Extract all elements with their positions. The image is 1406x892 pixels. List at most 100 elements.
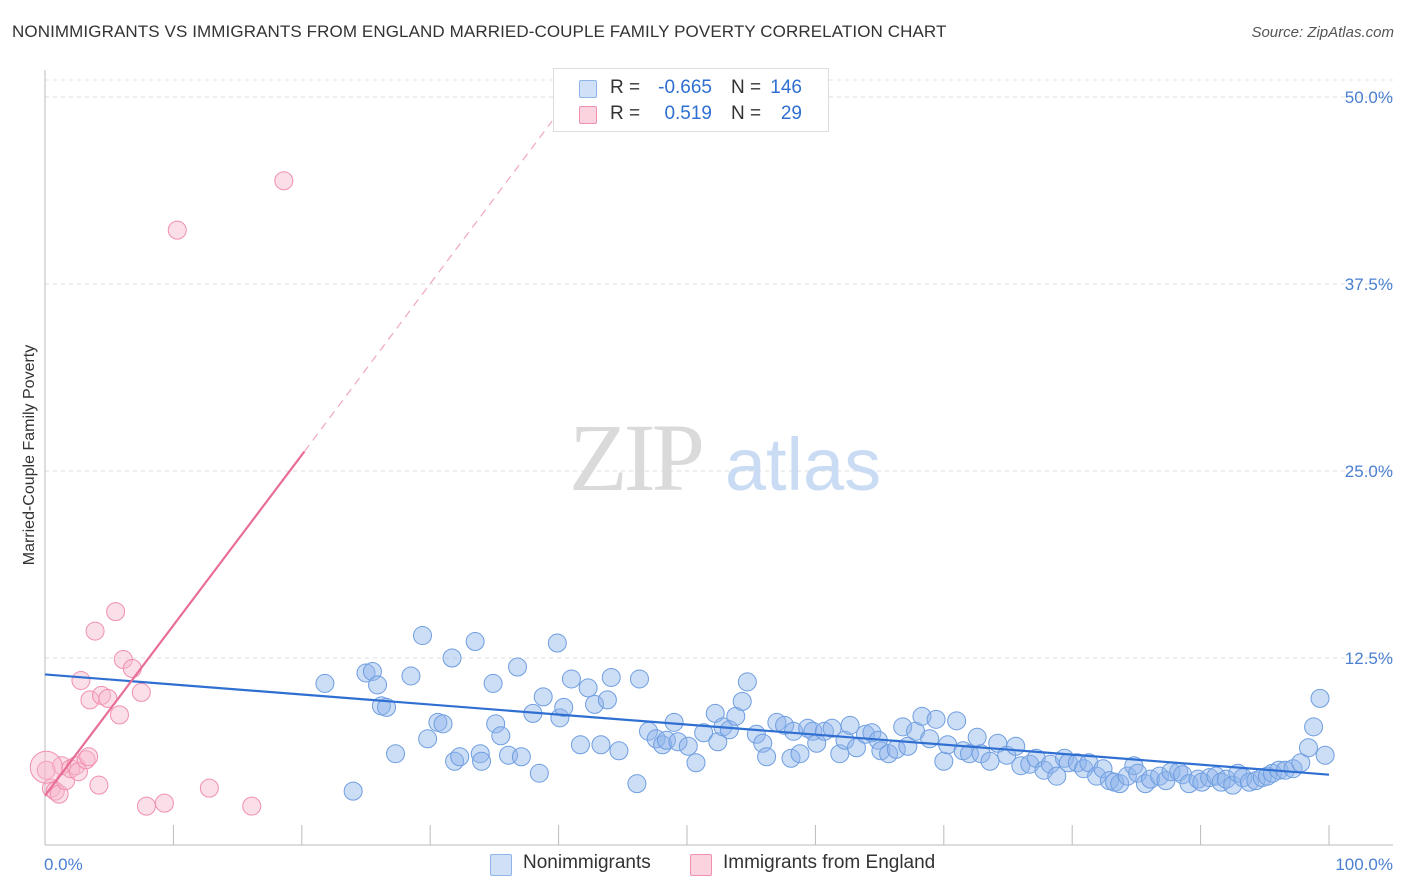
point-immigrants-england <box>106 602 126 622</box>
x-tick-label-max: 100.0% <box>1335 855 1393 874</box>
point-nonimmigrants <box>609 741 629 761</box>
point-nonimmigrants <box>1128 763 1148 783</box>
point-nonimmigrants <box>694 723 714 743</box>
y-tick-label: 12.5% <box>1345 649 1393 668</box>
legend-row-nonimmigrants: R = -0.665 N = 146 <box>554 76 828 102</box>
chart-title: NONIMMIGRANTS VS IMMIGRANTS FROM ENGLAND… <box>12 22 947 41</box>
point-immigrants-england <box>274 171 294 191</box>
point-nonimmigrants <box>1047 766 1067 786</box>
point-nonimmigrants <box>926 709 946 729</box>
y-tick-label: 25.0% <box>1345 462 1393 481</box>
point-immigrants-england <box>71 670 91 690</box>
point-immigrants-england <box>167 220 187 240</box>
point-nonimmigrants <box>554 697 574 717</box>
point-nonimmigrants <box>570 735 590 755</box>
point-nonimmigrants <box>356 663 376 683</box>
point-nonimmigrants <box>585 694 605 714</box>
point-nonimmigrants <box>578 678 598 698</box>
point-nonimmigrants <box>678 736 698 756</box>
point-nonimmigrants <box>790 744 810 764</box>
watermark-atlas: atlas <box>725 423 881 506</box>
point-nonimmigrants <box>629 669 649 689</box>
point-nonimmigrants <box>465 632 485 652</box>
point-immigrants-england <box>79 747 99 767</box>
legend-swatch-nonimmigrants <box>490 854 512 876</box>
point-nonimmigrants <box>1257 766 1277 786</box>
tick-labels: 12.5% 25.0% 37.5% 50.0% 0.0% 100.0% <box>44 88 1393 874</box>
point-nonimmigrants <box>547 633 567 653</box>
legend-n-label: N = <box>731 77 762 98</box>
point-immigrants-england <box>89 775 109 795</box>
point-nonimmigrants <box>1239 772 1259 792</box>
point-nonimmigrants <box>1223 775 1243 795</box>
trend-line-immigrants-england <box>44 450 306 797</box>
axes <box>44 70 1393 846</box>
legend-n-value: 29 <box>780 103 802 124</box>
point-nonimmigrants <box>418 729 438 749</box>
point-nonimmigrants <box>1304 717 1324 737</box>
point-nonimmigrants <box>450 747 470 767</box>
legend-label-immigrants-england: Immigrants from England <box>723 852 936 873</box>
point-nonimmigrants <box>597 690 617 710</box>
point-nonimmigrants <box>737 672 757 692</box>
point-nonimmigrants <box>483 673 503 693</box>
point-immigrants-england <box>109 705 129 725</box>
point-nonimmigrants <box>433 714 453 734</box>
point-nonimmigrants <box>1315 745 1335 765</box>
point-nonimmigrants <box>1211 772 1231 792</box>
y-tick-label: 50.0% <box>1345 88 1393 107</box>
point-nonimmigrants <box>511 747 531 767</box>
point-nonimmigrants <box>1087 766 1107 786</box>
legend-swatch-nonimmigrants <box>579 80 597 98</box>
point-nonimmigrants <box>1026 748 1046 768</box>
legend-swatch-immigrants-england <box>579 106 597 124</box>
point-nonimmigrants <box>508 657 528 677</box>
legend-n-value: 146 <box>770 77 802 98</box>
series-legend: Nonimmigrants Immigrants from England <box>0 852 1406 878</box>
point-nonimmigrants <box>912 706 932 726</box>
point-nonimmigrants <box>315 673 335 693</box>
point-nonimmigrants <box>412 626 432 646</box>
point-nonimmigrants <box>442 648 462 668</box>
point-nonimmigrants <box>862 723 882 743</box>
point-nonimmigrants <box>1110 774 1130 794</box>
point-nonimmigrants <box>533 687 553 707</box>
source-credit: Source: ZipAtlas.com <box>1251 24 1394 41</box>
point-immigrants-england <box>61 759 81 779</box>
legend-row-immigrants-england: R = 0.519 N = 29 <box>554 102 828 128</box>
point-nonimmigrants <box>601 667 621 687</box>
point-nonimmigrants <box>757 747 777 767</box>
point-nonimmigrants <box>368 675 388 695</box>
point-nonimmigrants <box>377 697 397 717</box>
point-immigrants-england <box>68 762 88 782</box>
point-nonimmigrants <box>1006 736 1026 756</box>
legend-swatch-immigrants-england <box>690 854 712 876</box>
point-nonimmigrants <box>893 717 913 737</box>
point-immigrants-england-large <box>29 750 63 784</box>
point-nonimmigrants <box>472 751 492 771</box>
trend-lines <box>44 120 1330 797</box>
point-nonimmigrants <box>529 763 549 783</box>
point-immigrants-england <box>154 793 174 813</box>
point-immigrants-england <box>36 760 56 780</box>
point-immigrants-england <box>136 796 156 816</box>
point-nonimmigrants <box>401 666 421 686</box>
legend-r-label: R = <box>610 103 641 124</box>
point-nonimmigrants <box>959 744 979 764</box>
point-nonimmigrants <box>668 732 688 752</box>
point-immigrants-england <box>199 778 219 798</box>
points-immigrants-from-england <box>29 171 294 816</box>
trend-line-nonimmigrants <box>44 673 1330 776</box>
point-nonimmigrants <box>871 741 891 761</box>
point-nonimmigrants <box>1310 688 1330 708</box>
points-nonimmigrants <box>315 626 1335 801</box>
legend-n-label: N = <box>731 103 762 124</box>
legend-r-value: 0.519 <box>664 103 712 124</box>
point-nonimmigrants <box>486 714 506 734</box>
point-nonimmigrants <box>840 715 860 735</box>
point-nonimmigrants <box>1200 768 1220 788</box>
point-nonimmigrants <box>781 748 801 768</box>
point-nonimmigrants <box>386 744 406 764</box>
point-nonimmigrants <box>934 751 954 771</box>
